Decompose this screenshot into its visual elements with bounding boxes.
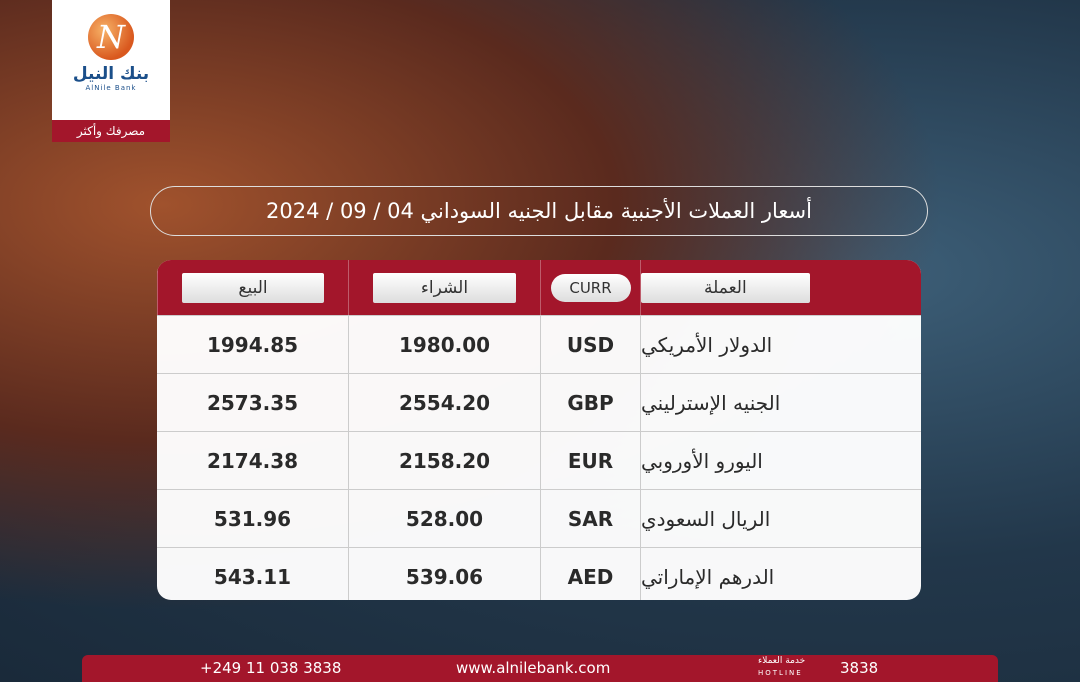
header-label: الشراء [372, 272, 517, 303]
header-label: العملة [641, 272, 810, 303]
title: أسعار العملات الأجنبية مقابل الجنيه السو… [150, 186, 928, 236]
table-row: الدولار الأمريكي USD 1980.00 1994.85 [157, 315, 921, 373]
header-label: البيع [181, 272, 325, 303]
header-label: CURR [550, 273, 631, 302]
hotline: 3838 [840, 659, 879, 677]
table-cell: SAR [540, 490, 640, 547]
table-cell: الجنيه الإسترليني [640, 374, 921, 431]
header-cell: العملة [640, 260, 921, 315]
table-cell: الدولار الأمريكي [640, 316, 921, 373]
logo: N بنك النيل AlNile Bank [52, 0, 170, 120]
table-cell: اليورو الأوروبي [640, 432, 921, 489]
table-row: الريال السعودي SAR 528.00 531.96 [157, 489, 921, 547]
table-cell: الدرهم الإماراتي [640, 548, 921, 600]
table-cell: 543.11 [213, 564, 292, 589]
table-cell: AED [540, 548, 640, 600]
phone: +249 11 038 3838 [200, 659, 342, 677]
table-cell: الريال السعودي [640, 490, 921, 547]
table-row: الدرهم الإماراتي AED 539.06 543.11 [157, 547, 921, 600]
table-cell: 539.06 [348, 548, 540, 600]
service-label: خدمة العملاء [758, 656, 806, 666]
table-cell: 2573.35 [206, 390, 299, 415]
hotline-label: HOTLINE [758, 669, 803, 677]
rates-table: العملة CURR الشراء البيع الدولار الأمريكي USD… [157, 260, 921, 600]
tagline: مصرفك وأكثر [52, 120, 170, 142]
bank-name-latin: AlNile Bank [85, 84, 137, 92]
table-cell: 2174.38 [206, 448, 299, 473]
header-row: العملة CURR الشراء البيع [157, 260, 921, 315]
table-cell: 531.96 [213, 506, 292, 531]
table-cell: 1980.00 [348, 316, 540, 373]
header-cell: البيع [157, 260, 348, 315]
table-row: اليورو الأوروبي EUR 2158.20 2174.38 [157, 431, 921, 489]
table-row: الجنيه الإسترليني GBP 2554.20 2573.35 [157, 373, 921, 431]
bank-name: بنك النيل [72, 64, 150, 84]
table-cell: USD [540, 316, 640, 373]
website[interactable]: www.alnilebank.com [456, 659, 611, 677]
table-cell: 528.00 [348, 490, 540, 547]
table-cell: 2554.20 [348, 374, 540, 431]
table-cell: 1994.85 [206, 332, 299, 357]
footer: +249 11 038 3838 www.alnilebank.com خدمة… [82, 655, 998, 682]
header-cell: الشراء [348, 260, 540, 315]
table-cell: GBP [540, 374, 640, 431]
logo-mark: N [88, 14, 134, 60]
table-cell: EUR [540, 432, 640, 489]
table-cell: 2158.20 [348, 432, 540, 489]
header-cell: CURR [540, 260, 640, 315]
